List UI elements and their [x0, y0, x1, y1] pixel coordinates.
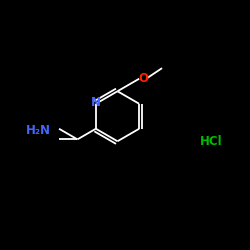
Text: H₂N: H₂N	[26, 124, 51, 136]
Text: HCl: HCl	[200, 135, 222, 148]
Text: N: N	[91, 96, 101, 109]
Text: O: O	[139, 72, 149, 85]
